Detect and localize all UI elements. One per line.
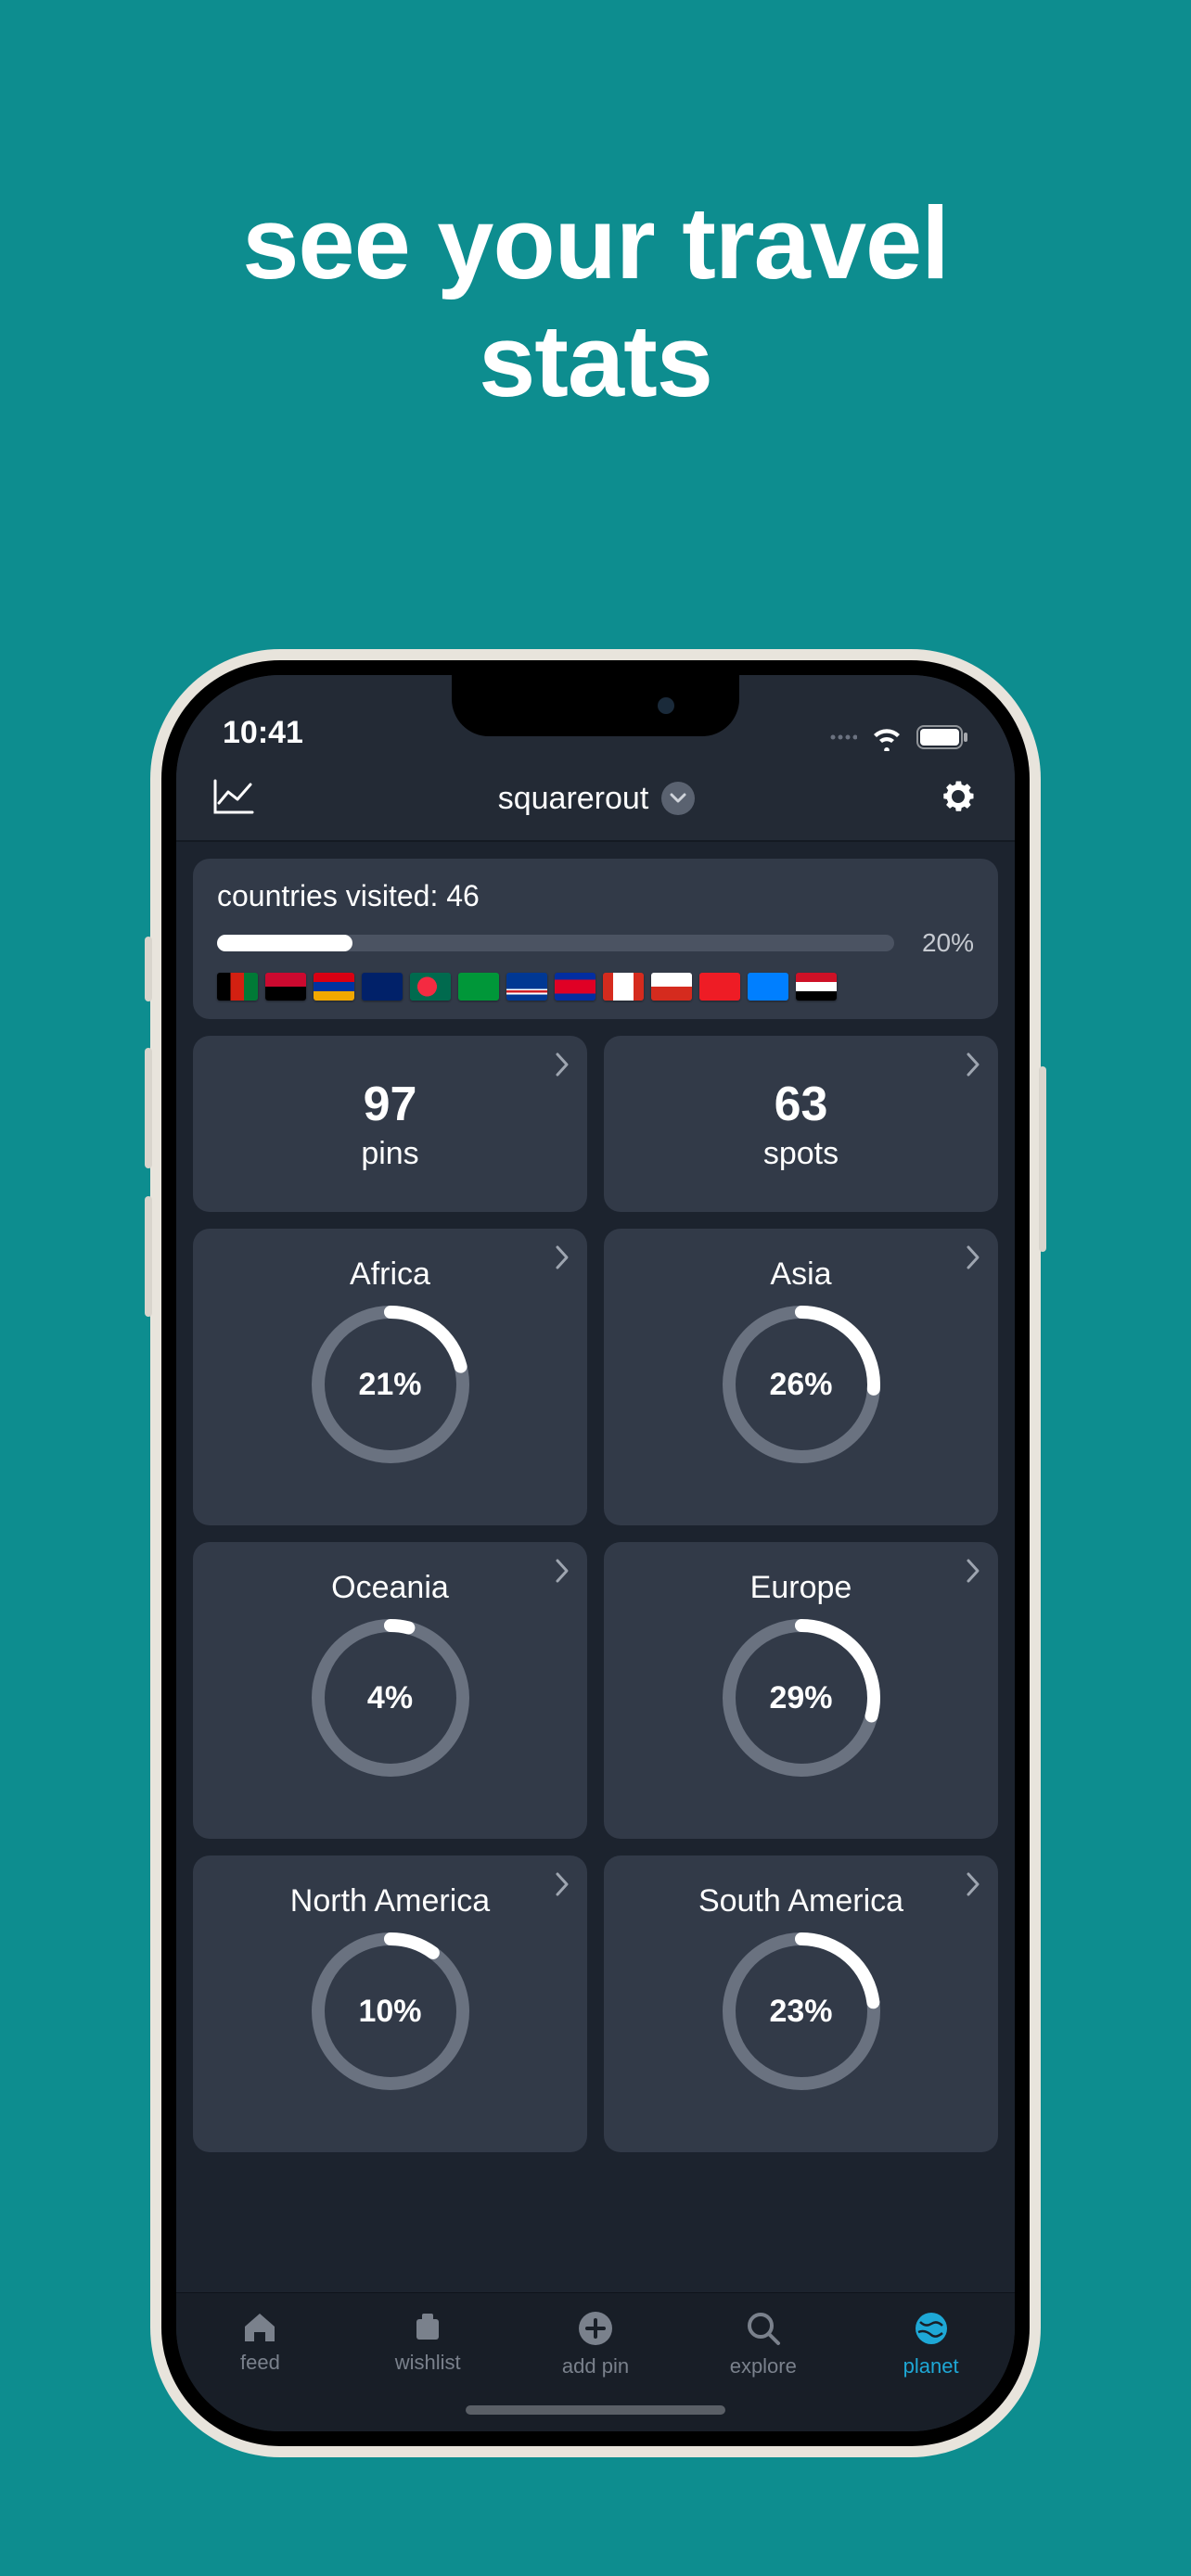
phone-side-button	[145, 937, 152, 1001]
region-ring-south-america: 23%	[723, 1932, 880, 2090]
countries-percent-label: 20%	[911, 928, 974, 958]
phone-side-button	[145, 1048, 152, 1168]
feed-icon	[239, 2308, 280, 2345]
region-percent-africa: 21%	[312, 1306, 469, 1463]
chevron-right-icon	[554, 1243, 570, 1276]
region-percent-oceania: 4%	[312, 1619, 469, 1777]
spots-card[interactable]: 63 spots	[604, 1036, 998, 1212]
tab-label-planet: planet	[903, 2354, 959, 2378]
phone-notch	[452, 675, 739, 736]
flag-armenia	[314, 973, 354, 1001]
headline-line2: stats	[479, 304, 712, 418]
chevron-right-icon	[554, 1051, 570, 1083]
chevron-right-icon	[965, 1243, 981, 1276]
gear-icon	[939, 777, 978, 816]
region-card-north-america[interactable]: North America 10%	[193, 1855, 587, 2152]
region-name-africa: Africa	[350, 1256, 430, 1293]
spots-label: spots	[763, 1136, 839, 1172]
chevron-down-icon	[661, 782, 695, 815]
region-name-europe: Europe	[750, 1570, 852, 1606]
region-name-asia: Asia	[770, 1256, 831, 1293]
region-card-oceania[interactable]: Oceania 4%	[193, 1542, 587, 1839]
phone-side-button	[1039, 1066, 1046, 1252]
region-percent-south-america: 23%	[723, 1932, 880, 2090]
region-card-africa[interactable]: Africa 21%	[193, 1229, 587, 1525]
status-dots-icon	[829, 733, 857, 742]
flag-afghanistan	[217, 973, 258, 1001]
tab-label-wishlist: wishlist	[395, 2351, 461, 2375]
flag-bangladesh	[410, 973, 451, 1001]
region-card-asia[interactable]: Asia 26%	[604, 1229, 998, 1525]
tab-feed[interactable]: feed	[176, 2293, 344, 2431]
phone-side-button	[145, 1196, 152, 1317]
explore-icon	[743, 2308, 784, 2349]
promo-headline: see your travel stats	[0, 185, 1191, 420]
wishlist-icon	[407, 2308, 448, 2345]
region-card-south-america[interactable]: South America 23%	[604, 1855, 998, 2152]
region-card-europe[interactable]: Europe 29%	[604, 1542, 998, 1839]
home-indicator[interactable]	[466, 2405, 725, 2415]
pins-card[interactable]: 97 pins	[193, 1036, 587, 1212]
flag-cape-verde	[506, 973, 547, 1001]
region-name-north-america: North America	[290, 1883, 490, 1919]
countries-progress-fill	[217, 935, 352, 951]
addpin-icon	[575, 2308, 616, 2349]
app-bar: squarerout	[176, 757, 1015, 842]
flag-canada	[603, 973, 644, 1001]
countries-progress-bar	[217, 935, 894, 951]
stats-icon[interactable]	[213, 779, 254, 819]
flag-cambodia	[555, 973, 596, 1001]
battery-icon	[916, 725, 968, 749]
region-ring-north-america: 10%	[312, 1932, 469, 2090]
tab-label-addpin: add pin	[562, 2354, 629, 2378]
flags-row	[217, 973, 974, 1001]
wifi-icon	[868, 723, 905, 751]
region-ring-europe: 29%	[723, 1619, 880, 1777]
content-area: countries visited: 46 20% 97pins63spots …	[176, 842, 1015, 2292]
chevron-right-icon	[965, 1557, 981, 1589]
region-name-south-america: South America	[698, 1883, 903, 1919]
username-dropdown[interactable]: squarerout	[498, 781, 696, 817]
flag-egypt	[796, 973, 837, 1001]
region-percent-europe: 29%	[723, 1619, 880, 1777]
tab-label-explore: explore	[730, 2354, 797, 2378]
chevron-right-icon	[554, 1557, 570, 1589]
region-ring-asia: 26%	[723, 1306, 880, 1463]
tab-label-feed: feed	[240, 2351, 280, 2375]
regions-grid: Africa 21% Asia 26% Oceania 4% Europe 29% North …	[193, 1229, 998, 2152]
pins-label: pins	[361, 1136, 418, 1172]
flag-chile	[651, 973, 692, 1001]
countries-visited-label: countries visited: 46	[217, 879, 974, 913]
flag-australia	[362, 973, 403, 1001]
flag-china	[699, 973, 740, 1001]
tab-planet[interactable]: planet	[847, 2293, 1015, 2431]
headline-line1: see your travel	[242, 186, 949, 300]
summary-grid: 97 pins 63 spots	[193, 1036, 998, 1212]
planet-icon	[911, 2308, 952, 2349]
flag-dr-congo	[748, 973, 788, 1001]
region-ring-oceania: 4%	[312, 1619, 469, 1777]
phone-frame: 10:41 squarerout	[150, 649, 1041, 2457]
region-percent-north-america: 10%	[312, 1932, 469, 2090]
settings-button[interactable]	[939, 777, 978, 821]
pins-value: 97	[364, 1077, 417, 1132]
chevron-right-icon	[554, 1870, 570, 1903]
username-label: squarerout	[498, 781, 649, 817]
status-time: 10:41	[223, 715, 303, 751]
spots-value: 63	[775, 1077, 828, 1132]
region-name-oceania: Oceania	[331, 1570, 449, 1606]
chevron-right-icon	[965, 1051, 981, 1083]
flag-brazil	[458, 973, 499, 1001]
region-percent-asia: 26%	[723, 1306, 880, 1463]
chevron-right-icon	[965, 1870, 981, 1903]
flag-angola	[265, 973, 306, 1001]
region-ring-africa: 21%	[312, 1306, 469, 1463]
countries-visited-card[interactable]: countries visited: 46 20%	[193, 859, 998, 1019]
